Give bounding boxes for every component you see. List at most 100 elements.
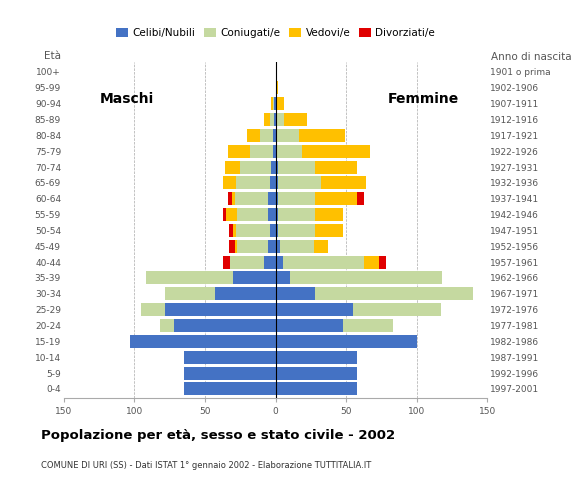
Bar	[273, 97, 274, 110]
Bar	[237, 208, 269, 221]
Bar	[315, 224, 343, 237]
Bar	[236, 176, 270, 189]
Bar	[247, 129, 260, 142]
Bar	[223, 208, 226, 221]
Bar	[270, 176, 275, 189]
Bar	[264, 255, 276, 269]
Bar	[315, 192, 357, 205]
Bar	[276, 192, 278, 205]
Text: Maschi: Maschi	[100, 92, 154, 107]
Bar	[269, 208, 276, 221]
Bar	[227, 192, 232, 205]
Bar	[165, 303, 276, 316]
Bar	[270, 113, 274, 126]
Bar	[276, 160, 278, 173]
Bar	[229, 224, 233, 237]
Bar	[321, 176, 366, 189]
Bar	[215, 288, 276, 300]
Bar	[280, 240, 314, 253]
Bar	[146, 272, 233, 285]
Bar	[278, 208, 315, 221]
Bar	[277, 113, 284, 126]
Bar	[184, 383, 276, 396]
Bar	[160, 319, 174, 332]
Bar	[278, 224, 315, 237]
Text: Anno di nascita: Anno di nascita	[491, 52, 572, 62]
Bar	[184, 367, 276, 380]
Bar	[271, 160, 275, 173]
Bar	[276, 129, 277, 142]
Bar	[260, 129, 273, 142]
Bar	[278, 176, 321, 189]
Bar	[276, 144, 277, 157]
Bar	[315, 208, 343, 221]
Bar	[276, 81, 278, 94]
Bar	[233, 224, 236, 237]
Bar	[364, 255, 379, 269]
Bar	[315, 160, 357, 173]
Bar	[276, 351, 357, 364]
Bar	[277, 144, 302, 157]
Bar	[250, 144, 273, 157]
Bar	[343, 319, 393, 332]
Bar	[274, 113, 276, 126]
Bar	[276, 113, 277, 126]
Bar	[273, 144, 275, 157]
Bar	[276, 97, 277, 110]
Bar	[289, 272, 442, 285]
Bar	[277, 129, 299, 142]
Bar	[278, 160, 315, 173]
Bar	[223, 176, 236, 189]
Bar	[271, 97, 273, 110]
Bar	[227, 144, 250, 157]
Bar	[276, 208, 278, 221]
Bar	[299, 129, 345, 142]
Bar	[224, 160, 240, 173]
Bar	[357, 192, 364, 205]
Text: COMUNE DI URI (SS) - Dati ISTAT 1° gennaio 2002 - Elaborazione TUTTITALIA.IT: COMUNE DI URI (SS) - Dati ISTAT 1° genna…	[41, 461, 371, 470]
Bar	[270, 224, 275, 237]
Bar	[184, 351, 276, 364]
Bar	[276, 272, 289, 285]
Bar	[273, 129, 275, 142]
Bar	[276, 303, 353, 316]
Bar	[274, 97, 276, 110]
Bar	[230, 255, 264, 269]
Bar	[240, 160, 271, 173]
Bar	[223, 255, 230, 269]
Bar	[229, 240, 234, 253]
Bar	[276, 240, 280, 253]
Bar	[130, 335, 276, 348]
Bar	[284, 113, 307, 126]
Bar	[234, 240, 237, 253]
Legend: Celibi/Nubili, Coniugati/e, Vedovi/e, Divorziati/e: Celibi/Nubili, Coniugati/e, Vedovi/e, Di…	[112, 24, 439, 42]
Bar	[269, 192, 276, 205]
Bar	[282, 255, 364, 269]
Text: Età: Età	[44, 51, 61, 61]
Bar	[276, 335, 416, 348]
Bar	[236, 224, 270, 237]
Text: Femmine: Femmine	[388, 92, 459, 107]
Bar	[276, 383, 357, 396]
Bar	[276, 288, 315, 300]
Bar	[276, 255, 282, 269]
Bar	[277, 97, 284, 110]
Bar	[237, 240, 269, 253]
Bar	[276, 367, 357, 380]
Bar	[276, 224, 278, 237]
Bar	[353, 303, 441, 316]
Text: Popolazione per età, sesso e stato civile - 2002: Popolazione per età, sesso e stato civil…	[41, 429, 395, 442]
Bar	[269, 240, 276, 253]
Bar	[276, 176, 278, 189]
Bar	[315, 288, 473, 300]
Bar	[302, 144, 370, 157]
Bar	[314, 240, 328, 253]
Bar	[234, 192, 269, 205]
Bar	[276, 319, 343, 332]
Bar	[264, 113, 270, 126]
Bar	[165, 288, 215, 300]
Bar	[278, 192, 315, 205]
Bar	[232, 192, 234, 205]
Bar	[379, 255, 386, 269]
Bar	[233, 272, 276, 285]
